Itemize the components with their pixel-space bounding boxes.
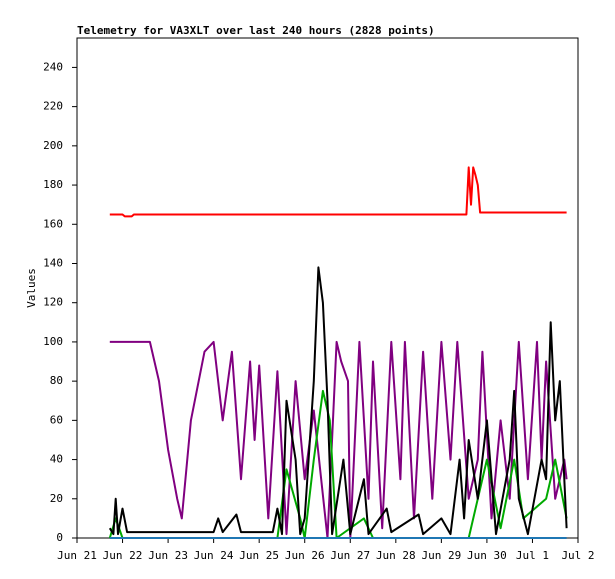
series-line bbox=[108, 389, 568, 539]
y-tick-label: 80 bbox=[50, 374, 63, 387]
series-line bbox=[109, 340, 568, 539]
y-tick-label: 200 bbox=[43, 139, 63, 152]
x-tick-label: Jun 22 bbox=[103, 549, 143, 562]
y-axis-label: Values bbox=[25, 268, 38, 308]
x-tick-label: Jun 25 bbox=[239, 549, 279, 562]
series-line bbox=[108, 266, 568, 536]
x-tick-label: Jun 24 bbox=[194, 549, 234, 562]
x-tick-label: Jun 29 bbox=[421, 549, 461, 562]
y-tick-label: 240 bbox=[43, 60, 63, 73]
y-tick-label: 0 bbox=[56, 531, 63, 544]
series-line bbox=[109, 166, 567, 218]
x-tick-label: Jun 23 bbox=[148, 549, 188, 562]
y-tick-label: 160 bbox=[43, 217, 63, 230]
x-tick-label: Jun 28 bbox=[376, 549, 416, 562]
y-tick-label: 120 bbox=[43, 296, 63, 309]
y-tick-label: 60 bbox=[50, 413, 63, 426]
x-tick-label: Jun 21 bbox=[57, 549, 97, 562]
y-tick-label: 180 bbox=[43, 178, 63, 191]
y-tick-label: 20 bbox=[50, 492, 63, 505]
y-tick-label: 40 bbox=[50, 453, 63, 466]
y-tick-label: 140 bbox=[43, 256, 63, 269]
y-tick-label: 220 bbox=[43, 100, 63, 113]
y-tick-label: 100 bbox=[43, 335, 63, 348]
x-tick-label: Jun 26 bbox=[285, 549, 325, 562]
x-tick-label: Jul 2 bbox=[561, 549, 594, 562]
x-tick-label: Jun 27 bbox=[330, 549, 370, 562]
chart-title: Telemetry for VA3XLT over last 240 hours… bbox=[77, 24, 435, 37]
x-tick-label: Jun 30 bbox=[467, 549, 507, 562]
x-tick-label: Jul 1 bbox=[516, 549, 549, 562]
plot-frame bbox=[76, 37, 579, 539]
